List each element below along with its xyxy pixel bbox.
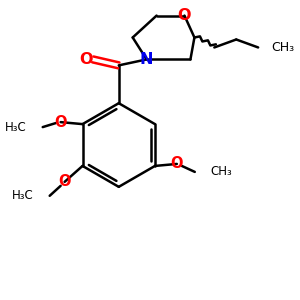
Text: O: O xyxy=(79,52,93,67)
Text: O: O xyxy=(58,174,71,189)
Text: H₃C: H₃C xyxy=(12,189,34,202)
Text: H₃C: H₃C xyxy=(5,121,27,134)
Text: O: O xyxy=(171,156,183,171)
Text: O: O xyxy=(54,115,67,130)
Text: CH₃: CH₃ xyxy=(211,165,232,178)
Text: CH₃: CH₃ xyxy=(271,41,294,54)
Text: O: O xyxy=(178,8,191,23)
Text: N: N xyxy=(140,52,153,67)
